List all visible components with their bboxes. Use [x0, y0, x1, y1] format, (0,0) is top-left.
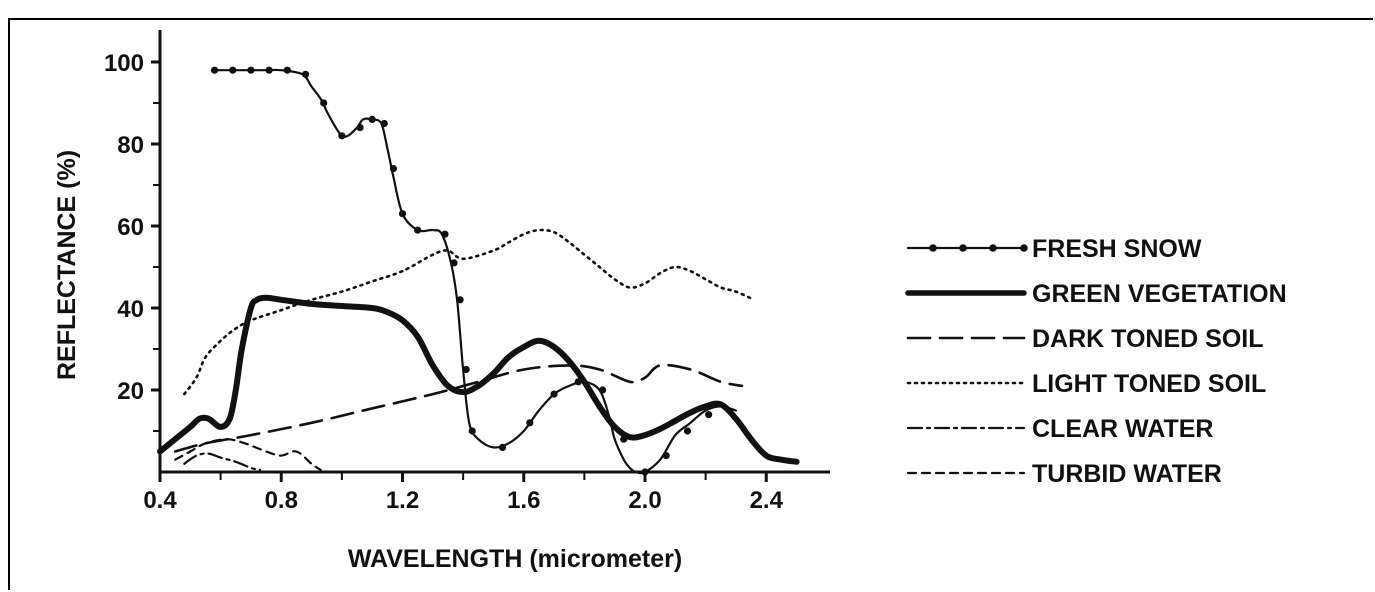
series-point-fresh-snow — [320, 99, 328, 107]
series-line-dark-toned-soil — [173, 363, 744, 453]
series-point-fresh-snow — [456, 296, 464, 304]
y-tick-label: 60 — [117, 214, 144, 241]
series-point-fresh-snow — [265, 66, 273, 74]
legend-label-light-toned-soil: LIGHT TONED SOIL — [1032, 370, 1266, 398]
legend-swatch-dot — [1020, 244, 1028, 252]
x-tick-label: 0.4 — [143, 487, 177, 514]
series-line-clear-water — [183, 452, 262, 471]
legend-swatch-dot — [959, 244, 967, 252]
legend-label-green-vegetation: GREEN VEGETATION — [1032, 280, 1287, 308]
series-point-fresh-snow — [683, 427, 692, 435]
x-axis-title: WAVELENGTH (micrometer) — [348, 545, 682, 573]
legend-label-dark-toned-soil: DARK TONED SOIL — [1032, 325, 1264, 353]
y-tick-label: 40 — [117, 296, 144, 323]
series-point-fresh-snow — [247, 66, 255, 74]
series-point-fresh-snow — [468, 427, 476, 435]
series-point-fresh-snow — [301, 70, 310, 78]
legend-label-turbid-water: TURBID WATER — [1032, 460, 1222, 488]
series-point-fresh-snow — [550, 390, 558, 398]
series-point-fresh-snow — [398, 210, 407, 218]
series-line-fresh-snow — [213, 68, 737, 475]
figure-frame — [8, 18, 1373, 590]
y-tick-label: 80 — [117, 132, 144, 159]
series-point-fresh-snow — [498, 443, 507, 451]
series-point-fresh-snow — [526, 419, 534, 427]
x-tick-label: 1.2 — [386, 487, 419, 514]
y-tick-label: 20 — [117, 378, 144, 405]
y-axis-title: REFLECTANCE (%) — [53, 150, 81, 380]
series-point-fresh-snow — [356, 124, 364, 132]
legend-label-clear-water: CLEAR WATER — [1032, 415, 1213, 443]
series-line-light-toned-soil — [183, 228, 756, 396]
series-point-fresh-snow — [441, 230, 449, 238]
legend-swatch-dot — [929, 244, 937, 252]
series-point-fresh-snow — [229, 66, 237, 74]
x-tick-label: 2.0 — [628, 487, 661, 514]
series-point-fresh-snow — [462, 365, 470, 374]
legend: FRESH SNOW GREEN VEGETATION DARK TONED SOI… — [905, 235, 1287, 488]
series-point-fresh-snow — [210, 66, 219, 74]
legend-swatch-dot — [989, 244, 997, 252]
y-tick-label: 100 — [104, 50, 144, 77]
x-tick-label: 0.8 — [265, 487, 298, 514]
series-line-turbid-water — [174, 438, 322, 471]
series-point-fresh-snow — [283, 66, 291, 74]
legend-label-fresh-snow: FRESH SNOW — [1032, 235, 1202, 263]
x-tick-label: 1.6 — [507, 487, 540, 514]
series-point-fresh-snow — [368, 115, 376, 123]
series-point-fresh-snow — [414, 226, 422, 234]
series-point-fresh-snow — [598, 386, 607, 394]
series-point-fresh-snow — [705, 411, 713, 419]
series-point-fresh-snow — [662, 452, 670, 460]
series-point-fresh-snow — [380, 119, 388, 128]
series-layer — [157, 66, 800, 476]
series-line-green-vegetation — [157, 294, 800, 465]
series-point-fresh-snow — [450, 259, 458, 267]
series-point-fresh-snow — [641, 468, 649, 476]
x-tick-label: 2.4 — [750, 487, 784, 514]
series-point-fresh-snow — [389, 165, 398, 173]
series-point-fresh-snow — [338, 132, 346, 140]
